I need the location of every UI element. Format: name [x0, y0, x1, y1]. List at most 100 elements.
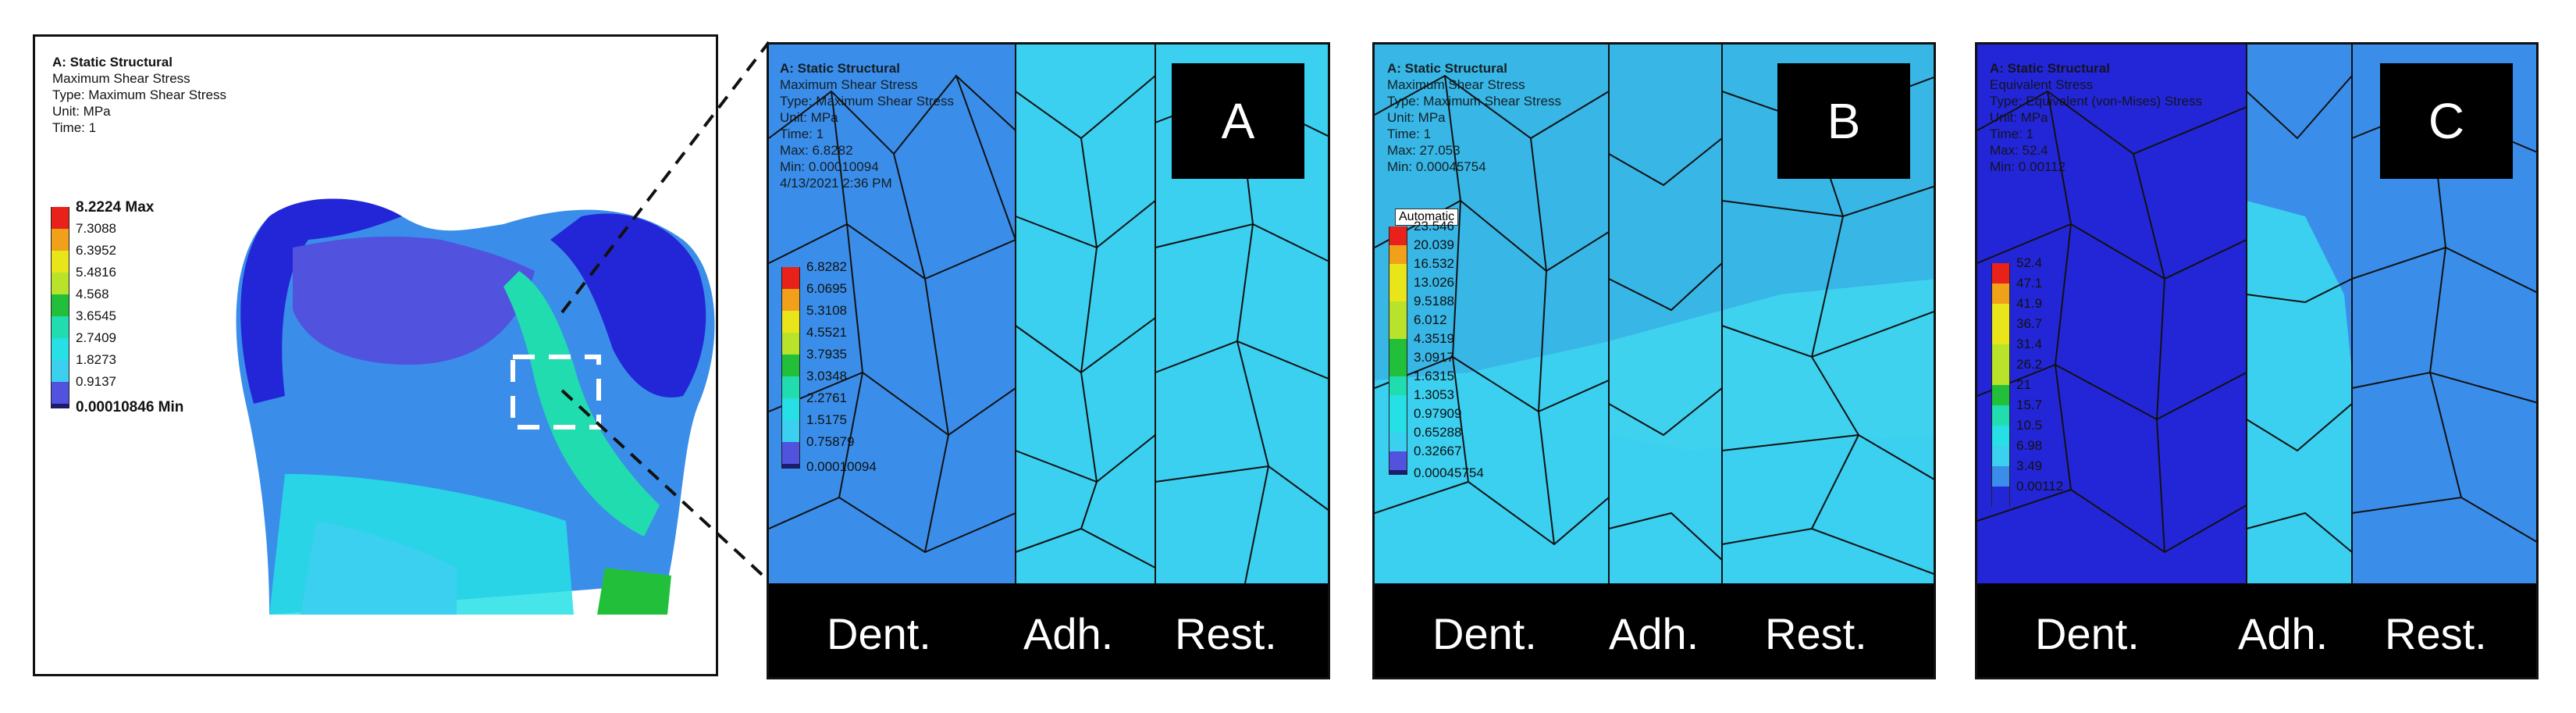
legend-swatch-yellowgreen [1991, 344, 2010, 365]
panel-c-legend-value: 36.7 [2016, 316, 2043, 331]
panel-a-info-title: A: Static Structural [780, 61, 900, 76]
overview-info-result: Maximum Shear Stress [52, 71, 190, 86]
label-dentin: Dent. [2035, 609, 2140, 658]
zoom-region-marker [511, 355, 601, 430]
panel-b-info-title: A: Static Structural [1387, 61, 1507, 76]
dentin-region [769, 45, 1016, 583]
panel-c-info-max: Max: 52.4 [1990, 143, 2048, 158]
legend-swatch-cyan [51, 338, 69, 360]
panel-c-legend-value: 52.4 [2016, 255, 2043, 270]
panel-a-info-min: Min: 0.00010094 [780, 159, 879, 174]
panel-c-info-type: Type: Equivalent (von-Mises) Stress [1990, 94, 2203, 109]
panel-a-legend-value: 6.8282 [806, 259, 847, 274]
panel-b-legend-value: 20.039 [1414, 237, 1454, 252]
legend-swatch-green [51, 294, 69, 316]
legend-swatch-green [1389, 339, 1407, 358]
label-restoration: Rest. [1175, 609, 1277, 658]
panel-c-mesh: A: Static Structural Equivalent Stress T… [1977, 45, 2536, 583]
stress-region-mid [1609, 279, 1934, 451]
panel-a-info-date: 4/13/2021 2:36 PM [780, 176, 892, 191]
panel-c-legend-value: 21 [2016, 377, 2031, 392]
overview-legend-value: 1.8273 [76, 352, 116, 367]
panel-b-mesh: A: Static Structural Maximum Shear Stres… [1375, 45, 1934, 583]
panel-b-info-unit: Unit: MPa [1387, 110, 1446, 125]
panel-b-legend-value: 4.3519 [1414, 331, 1454, 346]
legend-swatch-red [1991, 263, 2010, 283]
legend-swatch-yellow [1991, 324, 2010, 344]
panel-b-legend-value: 1.3053 [1414, 387, 1454, 402]
panel-c-legend-value: 10.5 [2016, 418, 2043, 433]
overview-info-block: A: Static Structural Maximum Shear Stres… [52, 54, 226, 136]
panel-a-info-max: Max: 6.8282 [780, 143, 853, 158]
label-dentin: Dent. [827, 609, 931, 658]
label-restoration: Rest. [2385, 609, 2487, 658]
panel-a-letter: A [1172, 63, 1304, 179]
tooth-region-green [597, 568, 671, 615]
overview-legend-value: 4.568 [76, 287, 109, 301]
legend-swatch-blue [1991, 466, 2010, 487]
legend-swatch-yellow [1389, 264, 1407, 283]
panel-b-legend-value: 0.00045754 [1414, 465, 1484, 480]
panel-a-footer: Dent. Adh. Rest. [769, 583, 1328, 677]
panel-c-letter: C [2380, 63, 2513, 179]
stress-region-adhesive [2247, 201, 2352, 583]
legend-swatch-cyan [1389, 395, 1407, 414]
overview-legend-value: 7.3088 [76, 221, 116, 236]
panel-b-info-max: Max: 27.053 [1387, 143, 1461, 158]
panel-b-legend-value: 0.65288 [1414, 425, 1462, 440]
panel-a-legend-value: 0.00010094 [806, 459, 877, 474]
legend-swatch-yellowgreen [1389, 301, 1407, 320]
legend-swatch-violet [51, 382, 69, 404]
panel-b-legend-value: 23.546 [1414, 219, 1454, 234]
panel-c-legend-value: 6.98 [2016, 438, 2043, 453]
legend-swatch-navy [1991, 487, 2010, 507]
legend-swatch-violet [1389, 451, 1407, 470]
overview-legend-max: 8.2224 Max [76, 199, 155, 216]
overview-info-type: Type: Maximum Shear Stress [52, 87, 226, 102]
legend-swatch-lightcyan [1389, 433, 1407, 451]
panel-b: A: Static Structural Maximum Shear Stres… [1372, 42, 1936, 679]
panel-b-letter: B [1777, 63, 1910, 179]
legend-swatch-cyan [781, 398, 800, 420]
legend-swatch-orange [781, 289, 800, 311]
legend-swatch-red [781, 267, 800, 289]
legend-swatch-orange [1389, 245, 1407, 264]
legend-swatch-red [1389, 226, 1407, 245]
label-adhesive: Adh. [1023, 609, 1114, 658]
legend-swatch-violet [781, 442, 800, 464]
tooth-region-navy-left [240, 198, 402, 404]
panel-b-info: A: Static Structural Maximum Shear Stres… [1387, 60, 1561, 175]
panel-c-info-min: Min: 0.00112 [1990, 159, 2066, 174]
label-restoration: Rest. [1765, 609, 1867, 658]
panel-b-legend-value: 13.026 [1414, 275, 1454, 290]
panel-c-legend-value: 0.00112 [2016, 479, 2064, 494]
overview-info-time: Time: 1 [52, 120, 97, 135]
legend-swatch-yellow [1389, 283, 1407, 301]
panel-b-info-time: Time: 1 [1387, 127, 1432, 141]
tooth-region-teal [503, 271, 660, 537]
panel-c-legend-value: 47.1 [2016, 276, 2043, 291]
overview-legend-min: 0.00010846 Min [76, 399, 184, 415]
panel-b-legend-value: 3.0917 [1414, 350, 1454, 365]
panel-b-legend-value: 0.97909 [1414, 406, 1462, 421]
panel-c: A: Static Structural Equivalent Stress T… [1975, 42, 2539, 679]
panel-b-footer: Dent. Adh. Rest. [1375, 583, 1934, 677]
panel-c-info-result: Equivalent Stress [1990, 77, 2094, 92]
overview-legend-value: 6.3952 [76, 243, 116, 258]
automatic-tag[interactable]: Automatic [1395, 209, 1459, 226]
panel-a-legend-value: 5.3108 [806, 303, 847, 318]
zoom-connector-bottom [560, 389, 770, 583]
legend-swatch-orange [51, 229, 69, 251]
panel-b-info-type: Type: Maximum Shear Stress [1387, 94, 1561, 109]
tooth-region-violet [293, 236, 535, 365]
legend-swatch-teal [51, 316, 69, 338]
overview-legend-value: 3.6545 [76, 308, 116, 323]
legend-swatch-lightcyan [781, 420, 800, 442]
mesh-lines [769, 45, 1328, 584]
panel-b-legend-value: 9.5188 [1414, 294, 1454, 308]
panel-b-info-min: Min: 0.00045754 [1387, 159, 1486, 174]
tooth-overview-panel: A: Static Structural Maximum Shear Stres… [33, 34, 718, 676]
panel-a-legend-value: 3.0348 [806, 369, 847, 383]
legend-swatch-min [1389, 470, 1407, 475]
